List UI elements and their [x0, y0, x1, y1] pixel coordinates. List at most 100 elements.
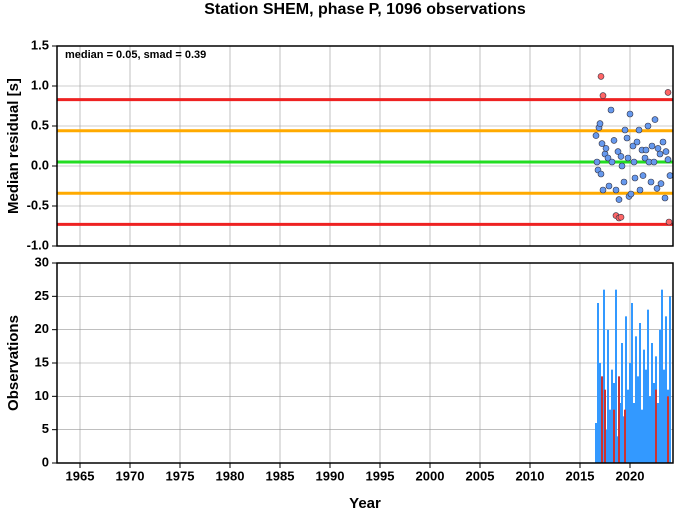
point [631, 174, 639, 182]
point [610, 137, 618, 144]
point [636, 186, 644, 194]
bar [647, 309, 649, 463]
bar [618, 376, 620, 463]
point [659, 138, 667, 146]
y-tick-label: -1.0 [27, 237, 49, 252]
point [651, 116, 659, 123]
point [641, 154, 649, 162]
point [648, 142, 656, 150]
y-tick-label: 30 [35, 254, 49, 269]
x-tick-label: 1995 [366, 468, 395, 483]
bar [611, 369, 613, 463]
bar [645, 369, 647, 463]
point [630, 158, 638, 166]
point [607, 106, 615, 114]
plot-frame [56, 45, 674, 247]
point [664, 89, 672, 96]
point [647, 178, 655, 186]
x-tick-label: 1985 [266, 468, 295, 483]
point [597, 170, 605, 178]
bar [613, 409, 615, 463]
y-tick-label: 5 [42, 421, 49, 436]
point [608, 158, 616, 166]
x-tick-label: 1990 [316, 468, 345, 483]
bar [637, 376, 639, 463]
x-tick-label: 2005 [466, 468, 495, 483]
bar [649, 396, 651, 463]
bar [651, 343, 653, 463]
bar [627, 389, 629, 463]
bar [643, 349, 645, 463]
chart-title: Station SHEM, phase P, 1096 observations [204, 1, 526, 18]
annotation: median = 0.05, smad = 0.39 [65, 49, 206, 61]
y-tick-label: 20 [35, 321, 49, 336]
bar [635, 336, 637, 463]
y-tick-label: 1.0 [31, 77, 49, 92]
bar [629, 363, 631, 463]
point [656, 150, 664, 158]
bar [607, 329, 609, 463]
point [665, 218, 673, 226]
bar [603, 289, 605, 463]
point [624, 154, 632, 162]
point [615, 196, 623, 203]
point [596, 120, 604, 127]
point [617, 153, 625, 160]
plot-frame [56, 262, 674, 464]
point [642, 146, 650, 154]
bar [615, 289, 617, 463]
point [629, 142, 637, 150]
bar [669, 296, 671, 463]
point [597, 73, 605, 80]
y-axis-label: Median residual [s] [5, 78, 22, 214]
bar [633, 403, 635, 463]
point [598, 140, 606, 147]
point [666, 172, 674, 179]
bar [625, 316, 627, 463]
point [633, 138, 641, 146]
bar [663, 369, 665, 463]
bar [655, 389, 657, 463]
bar [657, 403, 659, 463]
x-axis-label: Year [349, 495, 381, 511]
point [650, 158, 658, 166]
y-tick-label: 15 [35, 354, 49, 369]
x-tick-label: 2000 [416, 468, 445, 483]
point [617, 213, 625, 221]
y-axis-label: Observations [5, 315, 22, 411]
point [635, 126, 643, 134]
bar [639, 323, 641, 463]
x-tick-label: 2020 [616, 468, 645, 483]
x-tick-label: 1970 [116, 468, 145, 483]
x-tick-label: 1975 [166, 468, 195, 483]
bar [659, 329, 661, 463]
bar [667, 396, 669, 463]
point [612, 186, 620, 194]
bar [599, 363, 601, 463]
point [653, 185, 661, 192]
bar [601, 376, 603, 463]
bar [609, 409, 611, 463]
bar [624, 409, 626, 463]
point [623, 134, 631, 142]
point [644, 122, 652, 130]
point [621, 126, 629, 134]
point [664, 156, 672, 163]
point [599, 186, 607, 194]
x-tick-label: 1965 [66, 468, 95, 483]
point [657, 180, 665, 187]
bar [595, 423, 597, 463]
point [604, 154, 612, 162]
point [592, 132, 600, 139]
y-tick-label: 0.0 [31, 157, 49, 172]
point [620, 178, 628, 186]
point [627, 190, 635, 198]
x-tick-label: 2015 [566, 468, 595, 483]
point [599, 92, 607, 99]
point [654, 145, 662, 152]
y-tick-label: 25 [35, 288, 49, 303]
x-tick-label: 2010 [516, 468, 545, 483]
point [614, 148, 622, 155]
